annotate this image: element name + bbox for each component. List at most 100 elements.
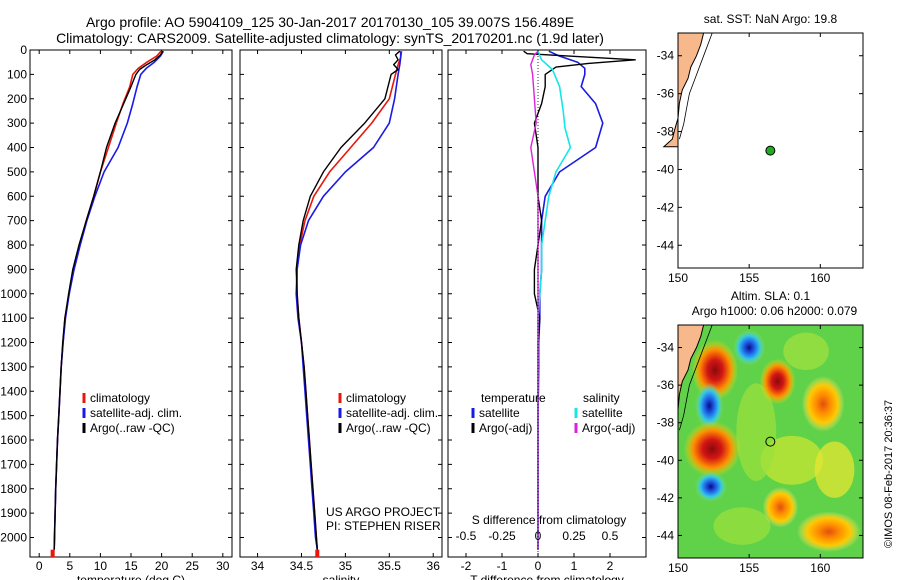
sst-map-title: sat. SST: NaN Argo: 19.8: [704, 12, 838, 26]
sla-map-land: [678, 325, 705, 439]
figure-title-line2: Climatology: CARS2009. Satellite-adjuste…: [56, 30, 604, 46]
temperature-xtick-label: 25: [186, 559, 200, 573]
salinity-xlabel: salinity: [323, 573, 360, 580]
differences-xtick-label: 1: [571, 559, 578, 573]
sla-map-eddy: [695, 382, 724, 429]
differences-xtick-label: -2: [461, 559, 472, 573]
sla-map-eddy: [762, 486, 799, 528]
sla-map-background-blob: [814, 441, 855, 498]
sst-map-ytick-label: -34: [657, 49, 675, 63]
differences-xtick-label: -1: [497, 559, 508, 573]
salinity-xtick-label: 36: [427, 559, 441, 573]
sla-map-eddy: [801, 376, 845, 432]
temperature-xtick-label: 30: [216, 559, 230, 573]
depth-tick-label: 1900: [0, 506, 27, 520]
diff-salinity-legend-label: Argo(-adj): [582, 421, 635, 435]
salinity-diff-tick-label: -0.5: [456, 529, 477, 543]
sst-map-ytick-label: -40: [657, 162, 675, 176]
sla-map-ytick-label: -44: [657, 528, 675, 542]
sla-map-ytick-label: -42: [657, 491, 675, 505]
sla-map-background-blob: [713, 507, 771, 545]
diff-salinity-legend-label: satellite: [582, 406, 623, 420]
sla-map-title-line1: Altim. SLA: 0.1: [731, 289, 811, 303]
sla-map-isobath: [679, 325, 713, 431]
salinity-xtick-label: 34: [251, 559, 265, 573]
sla-map-background-blob: [736, 383, 777, 481]
sst-map-ytick-label: -38: [657, 125, 675, 139]
temperature-xtick-label: 15: [124, 559, 138, 573]
sla-map-frame: [677, 324, 864, 559]
imos-stamp: ©IMOS 08-Feb-2017 20:36:37: [883, 399, 895, 548]
salinity-legend-label: climatology: [346, 391, 406, 405]
sst-map-xtick-label: 150: [668, 271, 688, 285]
salinity-xtick-label: 35: [339, 559, 353, 573]
depth-tick-label: 1000: [0, 287, 27, 301]
depth-tick-label: 1200: [0, 336, 27, 350]
depth-tick-label: 800: [7, 238, 27, 252]
depth-tick-label: 1500: [0, 409, 27, 423]
project-label: US ARGO PROJECT: [326, 505, 441, 519]
temperature-panel: 0 5 10 15 20 25 300100200300400500600700800900…: [0, 43, 233, 580]
differences-panel: -2 -1 0 1 2T difference from climatology -0.5…: [447, 49, 647, 580]
depth-tick-label: 1800: [0, 482, 27, 496]
depth-tick-label: 1300: [0, 360, 27, 374]
temperature-frame: [29, 49, 233, 558]
salinity-diff-tick-label: 0: [535, 529, 542, 543]
sst-map-float-marker: [765, 145, 776, 156]
sla-map-title-line2: Argo h1000: 0.06 h2000: 0.079: [692, 304, 858, 318]
sst-map-isobath: [679, 32, 713, 140]
sla-map-panel: 150 155 160 -34 -36 -38 -40 -42 -44 Altim. SLA: 0…: [657, 289, 864, 575]
depth-tick-label: 200: [7, 92, 27, 106]
sla-map-background-blob: [760, 435, 824, 485]
temperature-xtick-label: 10: [94, 559, 108, 573]
sla-map-xtick-label: 160: [810, 561, 830, 575]
salinity-legend-label: satellite-adj. clim.: [346, 406, 438, 420]
sla-map-xtick-label: 150: [668, 561, 688, 575]
temperature-bottom-marker: [50, 549, 55, 557]
differences-xtick-label: 0: [535, 559, 542, 573]
depth-tick-label: 500: [7, 165, 27, 179]
sst-map-ytick-label: -44: [657, 238, 675, 252]
diff-temperature-legend-label: satellite: [479, 406, 520, 420]
temperature-xtick-label: 5: [66, 559, 73, 573]
sst-map-xtick-label: 155: [739, 271, 759, 285]
sla-map-float-marker: [765, 436, 776, 447]
depth-tick-label: 900: [7, 262, 27, 276]
salinity-series-2: [295, 50, 401, 550]
salinity-panel: 34 34.5 35 35.5 36 salinity climatologysatelli…: [239, 49, 443, 580]
temperature-legend-label: climatology: [90, 391, 150, 405]
temperature-xlabel: temperature (deg C): [77, 573, 185, 580]
differences-xtick-label: 2: [607, 559, 614, 573]
sst-map-land: [662, 32, 705, 148]
sla-map-background-blob: [783, 332, 829, 371]
depth-tick-label: 2000: [0, 531, 27, 545]
pi-label: PI: STEPHEN RISER: [326, 519, 441, 533]
sst-map-panel: 150 155 160 -34 -36 -38 -40 -42 -44 sat. SST: NaN…: [657, 12, 864, 285]
sla-map-ytick-label: -36: [657, 378, 675, 392]
salinity-diff-tick-label: -0.25: [488, 529, 516, 543]
sla-map-ytick-label: -38: [657, 416, 675, 430]
salinity-legend-label: Argo(..raw -QC): [346, 421, 431, 435]
differences-xlabel: T difference from climatology: [470, 573, 624, 580]
salinity-diff-tick-label: 0.25: [562, 529, 586, 543]
depth-tick-label: 1700: [0, 457, 27, 471]
depth-tick-label: 600: [7, 189, 27, 203]
sst-map-frame: [677, 32, 864, 269]
depth-tick-label: 1100: [1, 311, 27, 325]
salinity-diff-tick-label: 0.5: [602, 529, 619, 543]
sla-map-ytick-label: -40: [657, 453, 675, 467]
temperature-xtick-label: 20: [155, 559, 169, 573]
salinity-bottom-marker: [315, 549, 320, 557]
sst-map-xtick-label: 160: [810, 271, 830, 285]
salinity-xtick-label: 34.5: [290, 559, 314, 573]
depth-tick-label: 0: [20, 43, 27, 57]
diff-legend-header-temperature: temperature: [481, 391, 546, 405]
figure-title-line1: Argo profile: AO 5904109_125 30-Jan-2017…: [85, 14, 575, 30]
sla-map-field: [678, 325, 863, 558]
temperature-legend-label: Argo(..raw -QC): [90, 421, 175, 435]
depth-tick-label: 400: [7, 141, 27, 155]
depth-tick-label: 1600: [0, 433, 27, 447]
sla-map-ytick-label: -34: [657, 341, 675, 355]
temperature-series-2: [53, 50, 164, 550]
